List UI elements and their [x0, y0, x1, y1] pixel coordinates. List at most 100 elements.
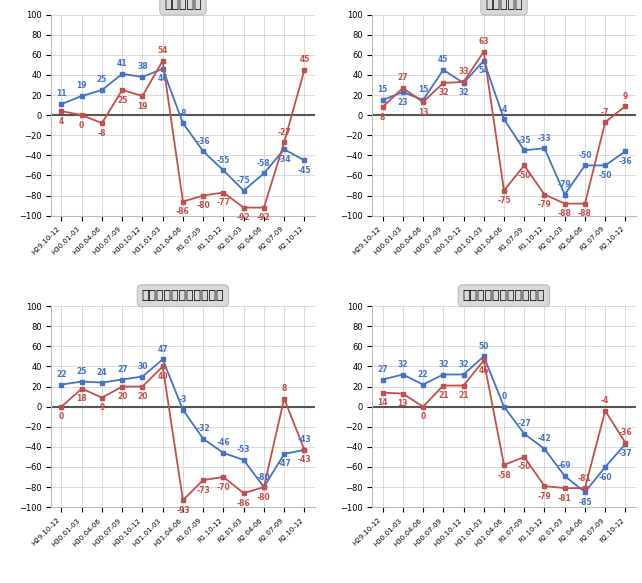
- Text: -70: -70: [216, 483, 230, 491]
- Text: -88: -88: [578, 209, 592, 218]
- Text: 19: 19: [137, 101, 148, 111]
- Text: -80: -80: [257, 493, 271, 501]
- Text: -36: -36: [619, 157, 632, 166]
- Text: -46: -46: [216, 438, 230, 447]
- Text: -93: -93: [176, 505, 190, 515]
- Text: 50: 50: [478, 342, 489, 351]
- Text: -36: -36: [196, 137, 210, 146]
- Text: -86: -86: [237, 498, 250, 508]
- Text: -92: -92: [257, 213, 271, 222]
- Text: -50: -50: [517, 171, 531, 180]
- Text: 32: 32: [397, 360, 408, 369]
- Text: 14: 14: [377, 398, 388, 407]
- Text: -77: -77: [216, 198, 230, 207]
- Text: -80: -80: [257, 473, 271, 482]
- Text: 20: 20: [117, 392, 128, 401]
- Text: 4: 4: [59, 117, 64, 126]
- Text: 24: 24: [97, 368, 107, 377]
- Text: 38: 38: [137, 62, 148, 71]
- Text: 0: 0: [79, 121, 84, 129]
- Text: 0: 0: [501, 392, 507, 401]
- Text: -33: -33: [537, 134, 551, 143]
- Text: -50: -50: [598, 171, 612, 180]
- Text: -36: -36: [619, 429, 632, 437]
- Text: -73: -73: [196, 486, 210, 494]
- Text: -4: -4: [500, 104, 508, 114]
- Text: -42: -42: [537, 434, 551, 443]
- Text: -86: -86: [176, 207, 190, 216]
- Text: 54: 54: [157, 46, 168, 55]
- Text: -55: -55: [217, 156, 230, 165]
- Text: 11: 11: [56, 90, 67, 99]
- Text: -45: -45: [298, 166, 311, 175]
- Text: 22: 22: [56, 370, 67, 379]
- Text: -4: -4: [601, 396, 609, 405]
- Text: 54: 54: [478, 66, 489, 75]
- Text: -92: -92: [237, 213, 250, 222]
- Text: -79: -79: [537, 491, 551, 501]
- Text: 32: 32: [438, 89, 449, 97]
- Text: 25: 25: [117, 96, 127, 104]
- Text: 46: 46: [157, 75, 168, 83]
- Text: -85: -85: [578, 498, 592, 507]
- Text: -79: -79: [558, 180, 571, 189]
- Text: -37: -37: [619, 449, 632, 458]
- Text: -43: -43: [298, 455, 311, 465]
- Text: 46: 46: [478, 366, 489, 375]
- Text: 27: 27: [377, 365, 388, 374]
- Text: 47: 47: [157, 345, 168, 354]
- Text: -8: -8: [98, 129, 106, 138]
- Text: -3: -3: [178, 395, 187, 404]
- Text: 23: 23: [397, 97, 408, 107]
- Text: 21: 21: [458, 391, 469, 400]
- Text: -7: -7: [601, 108, 609, 117]
- Text: -80: -80: [196, 201, 210, 210]
- Text: -8: -8: [178, 108, 187, 118]
- Title: 総受注金額: 総受注金額: [485, 0, 523, 10]
- Text: 15: 15: [377, 86, 388, 94]
- Text: 22: 22: [418, 370, 428, 379]
- Text: 63: 63: [478, 37, 489, 46]
- Text: 25: 25: [76, 367, 87, 376]
- Text: 21: 21: [438, 391, 449, 400]
- Text: -27: -27: [517, 419, 531, 429]
- Text: 18: 18: [76, 394, 87, 403]
- Text: 32: 32: [438, 360, 449, 369]
- Text: -81: -81: [558, 494, 571, 503]
- Text: -79: -79: [537, 200, 551, 209]
- Text: -50: -50: [517, 462, 531, 472]
- Text: 9: 9: [623, 92, 628, 100]
- Text: -47: -47: [277, 459, 291, 469]
- Title: 戸建て注文住宅受注金額: 戸建て注文住宅受注金額: [463, 289, 545, 302]
- Text: 27: 27: [117, 365, 128, 374]
- Text: 9: 9: [100, 403, 105, 412]
- Text: -58: -58: [257, 159, 271, 168]
- Text: -75: -75: [497, 196, 511, 205]
- Text: 19: 19: [76, 82, 87, 90]
- Text: 30: 30: [137, 362, 148, 371]
- Text: 41: 41: [117, 59, 128, 68]
- Text: -58: -58: [497, 470, 511, 480]
- Text: -88: -88: [558, 209, 571, 218]
- Text: -34: -34: [277, 155, 291, 164]
- Text: -27: -27: [277, 128, 291, 136]
- Text: 27: 27: [397, 73, 408, 82]
- Text: -35: -35: [517, 136, 531, 145]
- Text: 32: 32: [458, 360, 469, 369]
- Text: 33: 33: [458, 68, 469, 76]
- Text: 8: 8: [380, 113, 385, 122]
- Text: 45: 45: [438, 55, 449, 64]
- Title: 総受注戸数: 総受注戸数: [164, 0, 202, 10]
- Text: -50: -50: [578, 151, 592, 160]
- Text: -60: -60: [598, 473, 612, 482]
- Text: 20: 20: [137, 392, 148, 401]
- Text: -43: -43: [298, 436, 311, 444]
- Text: 13: 13: [418, 108, 428, 117]
- Text: 15: 15: [418, 86, 428, 94]
- Text: -75: -75: [237, 176, 250, 185]
- Text: 8: 8: [281, 384, 287, 393]
- Title: 戸建て注文住宅受注戸数: 戸建て注文住宅受注戸数: [142, 289, 224, 302]
- Text: 32: 32: [458, 89, 469, 97]
- Text: 40: 40: [157, 372, 168, 381]
- Text: 45: 45: [299, 55, 309, 64]
